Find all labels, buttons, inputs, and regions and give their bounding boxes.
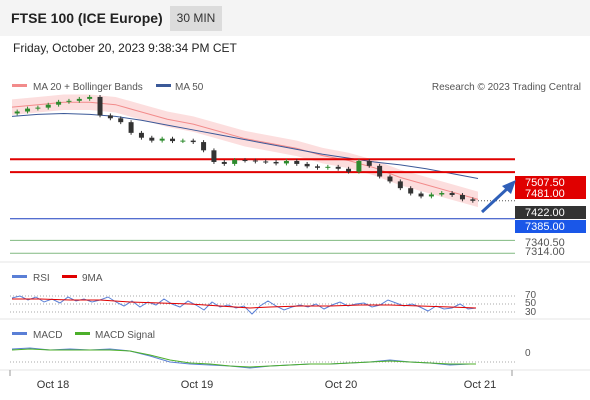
candle-body xyxy=(273,161,279,164)
candle-body xyxy=(356,161,362,172)
candle-body xyxy=(25,108,31,112)
candle-body xyxy=(252,160,258,162)
candle-body xyxy=(107,115,113,119)
ma50-legend-label: MA 50 xyxy=(175,82,204,93)
macd-signal-legend-label: MACD Signal xyxy=(95,330,155,341)
candle-body xyxy=(118,118,124,123)
rsi-ma-legend-swatch xyxy=(62,275,77,278)
candle-body xyxy=(397,181,403,189)
chart-header: FTSE 100 (ICE Europe) 30 MIN xyxy=(0,0,590,36)
x-label-oct20: Oct 20 xyxy=(325,379,357,391)
candle-body xyxy=(263,161,269,163)
candle-body xyxy=(449,193,455,195)
candle-body xyxy=(335,166,341,169)
resistance-label-1: 7507.50 xyxy=(525,177,565,189)
ma20-line xyxy=(11,101,479,200)
macd-line xyxy=(11,347,476,369)
candle-body xyxy=(201,142,207,151)
candle-body xyxy=(66,100,72,102)
candle-body xyxy=(377,165,383,177)
x-label-oct18: Oct 18 xyxy=(37,379,69,391)
x-label-oct19: Oct 19 xyxy=(181,379,213,391)
macd-signal-line xyxy=(11,348,476,368)
candle-body xyxy=(325,166,331,168)
credit-text: Research © 2023 Trading Central xyxy=(432,82,581,93)
macd-legend-label: MACD xyxy=(33,330,62,341)
candle-body xyxy=(190,140,196,143)
last-price-label: 7422.00 xyxy=(525,207,565,219)
rsi-line xyxy=(11,295,477,315)
candle-body xyxy=(221,161,227,164)
candle-body xyxy=(211,150,217,162)
candle-body xyxy=(346,168,352,172)
rsi-level-30-label: 30 xyxy=(525,307,537,318)
instrument-title: FTSE 100 (ICE Europe) xyxy=(11,10,163,26)
timestamp: Friday, October 20, 2023 9:38:34 PM CET xyxy=(13,41,237,55)
rsi-level-70-label: 70 xyxy=(525,290,537,301)
candle-body xyxy=(459,194,465,200)
candle-body xyxy=(159,138,165,141)
candle-body xyxy=(387,176,393,182)
target-label-2: 7314.00 xyxy=(525,246,565,258)
ma50-legend-swatch xyxy=(156,84,171,87)
bollinger-band-area xyxy=(12,94,478,208)
candle-body xyxy=(76,98,82,101)
candle-body xyxy=(45,104,51,108)
ma50-line xyxy=(11,112,479,179)
macd-legend-swatch xyxy=(12,332,27,335)
candle-body xyxy=(439,193,445,195)
candle-body xyxy=(87,96,93,99)
support-label: 7385.00 xyxy=(525,221,565,233)
candle-body xyxy=(294,161,300,164)
candle-body xyxy=(408,188,414,194)
candle-body xyxy=(418,193,424,197)
support-tag xyxy=(515,220,586,233)
candle-body xyxy=(149,137,155,141)
resistance-tag-2 xyxy=(515,188,586,199)
candle-body xyxy=(170,138,176,142)
resistance-tag-1 xyxy=(515,176,586,189)
rsi-legend-label: RSI xyxy=(33,273,50,284)
price-panel xyxy=(10,94,515,254)
candle-body xyxy=(304,163,310,167)
candle-body xyxy=(35,107,41,109)
candle-body xyxy=(128,122,134,133)
bb-legend-label: MA 20 + Bollinger Bands xyxy=(33,82,143,93)
candle-body xyxy=(180,140,186,142)
candle-body xyxy=(283,161,289,164)
rsi-legend-swatch xyxy=(12,275,27,278)
candle-body xyxy=(56,101,62,105)
rsi-ma-legend-label: 9MA xyxy=(82,273,103,284)
candle-body xyxy=(428,194,434,197)
bb-legend-swatch xyxy=(12,84,27,87)
forecast-arrow-shaft xyxy=(480,186,510,214)
forecast-arrow-head xyxy=(502,180,516,194)
candle-body xyxy=(366,161,372,166)
candle-body xyxy=(470,199,476,201)
candle-body xyxy=(97,96,103,116)
candle-body xyxy=(314,166,320,168)
resistance-label-2: 7481.00 xyxy=(525,188,565,200)
last-price-tag xyxy=(515,206,586,219)
macd-zero-label: 0 xyxy=(525,348,531,359)
candle-body xyxy=(242,160,248,162)
x-label-oct21: Oct 21 xyxy=(464,379,496,391)
candle-body xyxy=(232,160,238,164)
rsi-level-50-label: 50 xyxy=(525,298,537,309)
timeframe-badge[interactable]: 30 MIN xyxy=(170,6,222,31)
macd-signal-legend-swatch xyxy=(75,332,90,335)
candle-body xyxy=(138,132,144,138)
candle-body xyxy=(14,111,20,114)
rsi-ma-line xyxy=(12,298,477,309)
target-label-1: 7340.50 xyxy=(525,237,565,249)
